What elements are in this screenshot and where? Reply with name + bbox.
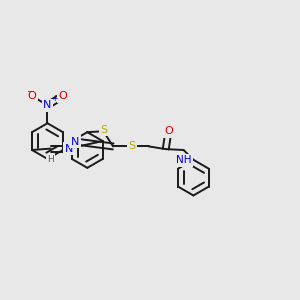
Text: NH: NH	[176, 155, 192, 165]
Text: N: N	[43, 100, 52, 110]
Text: +: +	[51, 94, 58, 103]
Text: O: O	[27, 91, 36, 101]
Text: O: O	[59, 91, 68, 101]
Text: N: N	[64, 144, 73, 154]
Text: S: S	[128, 141, 135, 152]
Text: N: N	[70, 137, 79, 147]
Text: H: H	[47, 155, 54, 164]
Text: −: −	[26, 86, 34, 95]
Text: S: S	[101, 125, 108, 135]
Text: O: O	[164, 126, 173, 136]
